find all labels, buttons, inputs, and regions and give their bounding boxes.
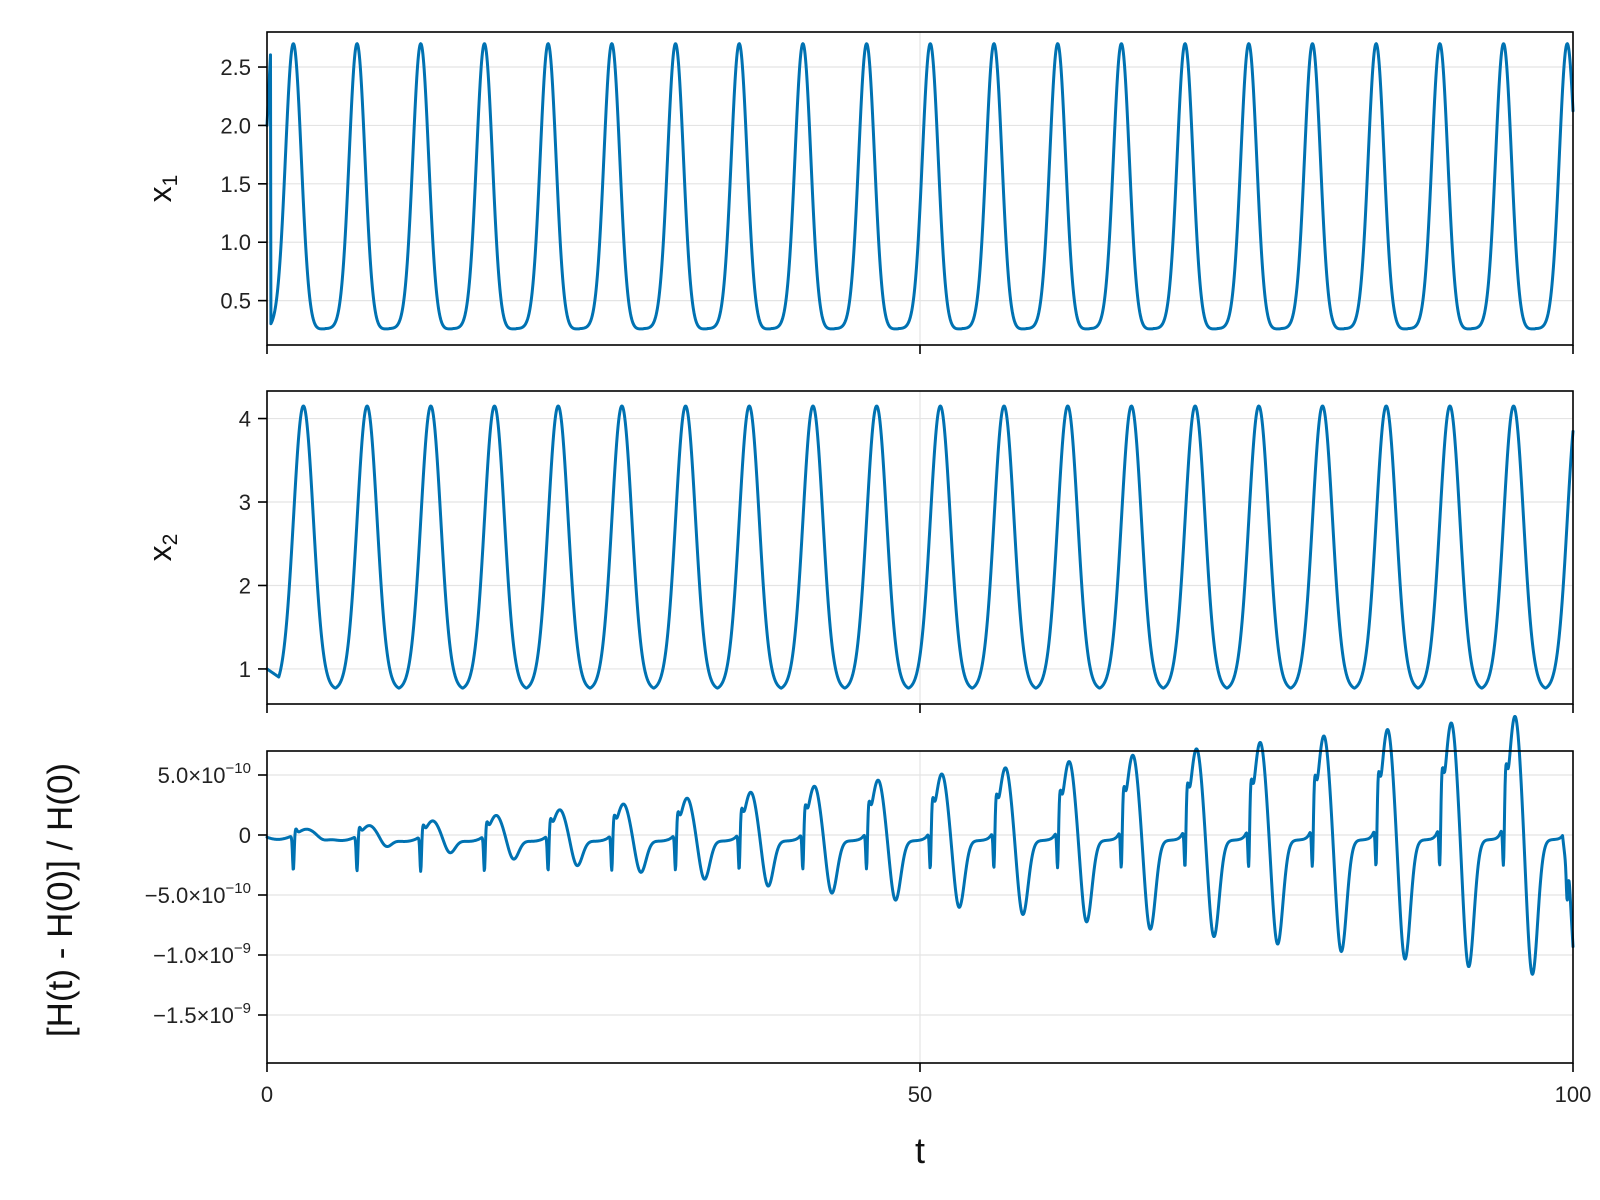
y-tick-label: 2 <box>239 573 251 598</box>
y-tick-label: −1.5×10−9 <box>153 1000 251 1028</box>
y-tick-label: −5.0×10−10 <box>145 880 251 908</box>
x-tick-label: 50 <box>908 1082 932 1107</box>
y-tick-label: 4 <box>239 407 251 432</box>
y-tick-label: 0 <box>239 823 251 848</box>
x-tick-label: 100 <box>1555 1082 1592 1107</box>
y-tick-label: −1.0×10−9 <box>153 940 251 968</box>
y-tick-label: 2.0 <box>220 113 251 138</box>
panel-energy-error: 0 50 100 5.0×10−10 0 −5.0×10−10 −1.0×10−9 −1.5×… <box>41 714 1592 1171</box>
y-tick-label: 0.5 <box>220 289 251 314</box>
y-tick-label: 3 <box>239 490 251 515</box>
series-line <box>265 714 1575 976</box>
y-tick-label: 1.5 <box>220 172 251 197</box>
x-axis-label: t <box>915 1130 925 1171</box>
series-line <box>265 42 1575 331</box>
y-tick-label: 1.0 <box>220 230 251 255</box>
y-axis-label: x1 <box>142 175 182 203</box>
y-tick-label: 5.0×10−10 <box>158 760 251 788</box>
x-tick-label: 0 <box>261 1082 273 1107</box>
y-tick-label: 2.5 <box>220 55 251 80</box>
y-axis-label: [H(t) - H(0)] / H(0) <box>41 763 80 1037</box>
series-line <box>265 404 1575 690</box>
panel-x2: 1 2 3 4 x2 <box>142 390 1575 713</box>
panel-x1: 0.5 1.0 1.5 2.0 2.5 x1 <box>142 31 1575 354</box>
y-tick-label: 1 <box>239 657 251 682</box>
y-axis-label: x2 <box>142 534 182 562</box>
